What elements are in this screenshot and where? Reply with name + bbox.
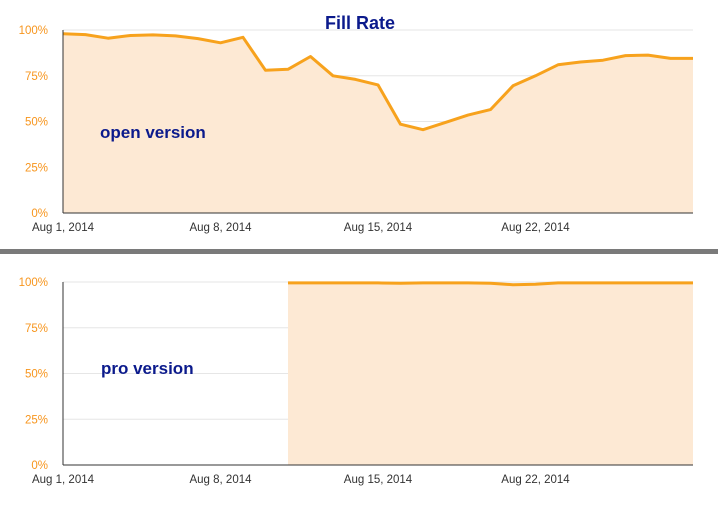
- area-fill: [288, 283, 693, 465]
- x-tick-label: Aug 22, 2014: [501, 474, 570, 486]
- y-tick-label: 50%: [25, 369, 48, 381]
- panel-label: pro version: [101, 359, 194, 378]
- y-tick-label: 25%: [25, 162, 48, 174]
- open-version-panel: 0% 25% 50% 75% 100% Aug 1, 2014 Aug 8, 2014 Au…: [19, 13, 693, 234]
- x-tick-label: Aug 15, 2014: [344, 474, 413, 486]
- y-tick-label: 100%: [19, 25, 48, 37]
- panel-separator: [0, 249, 718, 254]
- y-tick-label: 0%: [31, 208, 48, 220]
- x-tick-label: Aug 15, 2014: [344, 222, 413, 234]
- y-tick-label: 75%: [25, 71, 48, 83]
- x-tick-label: Aug 1, 2014: [32, 474, 95, 486]
- x-tick-label: Aug 1, 2014: [32, 222, 95, 234]
- x-tick-label: Aug 22, 2014: [501, 222, 570, 234]
- y-tick-label: 50%: [25, 117, 48, 129]
- x-tick-label: Aug 8, 2014: [189, 474, 252, 486]
- panel-label: open version: [100, 123, 206, 142]
- x-tick-label: Aug 8, 2014: [189, 222, 252, 234]
- y-tick-label: 75%: [25, 323, 48, 335]
- y-tick-label: 25%: [25, 414, 48, 426]
- chart-title: Fill Rate: [325, 13, 395, 33]
- pro-version-panel: 0% 25% 50% 75% 100% Aug 1, 2014 Aug 8, 2014 Au…: [19, 277, 693, 486]
- y-tick-label: 100%: [19, 277, 48, 289]
- y-tick-label: 0%: [31, 460, 48, 472]
